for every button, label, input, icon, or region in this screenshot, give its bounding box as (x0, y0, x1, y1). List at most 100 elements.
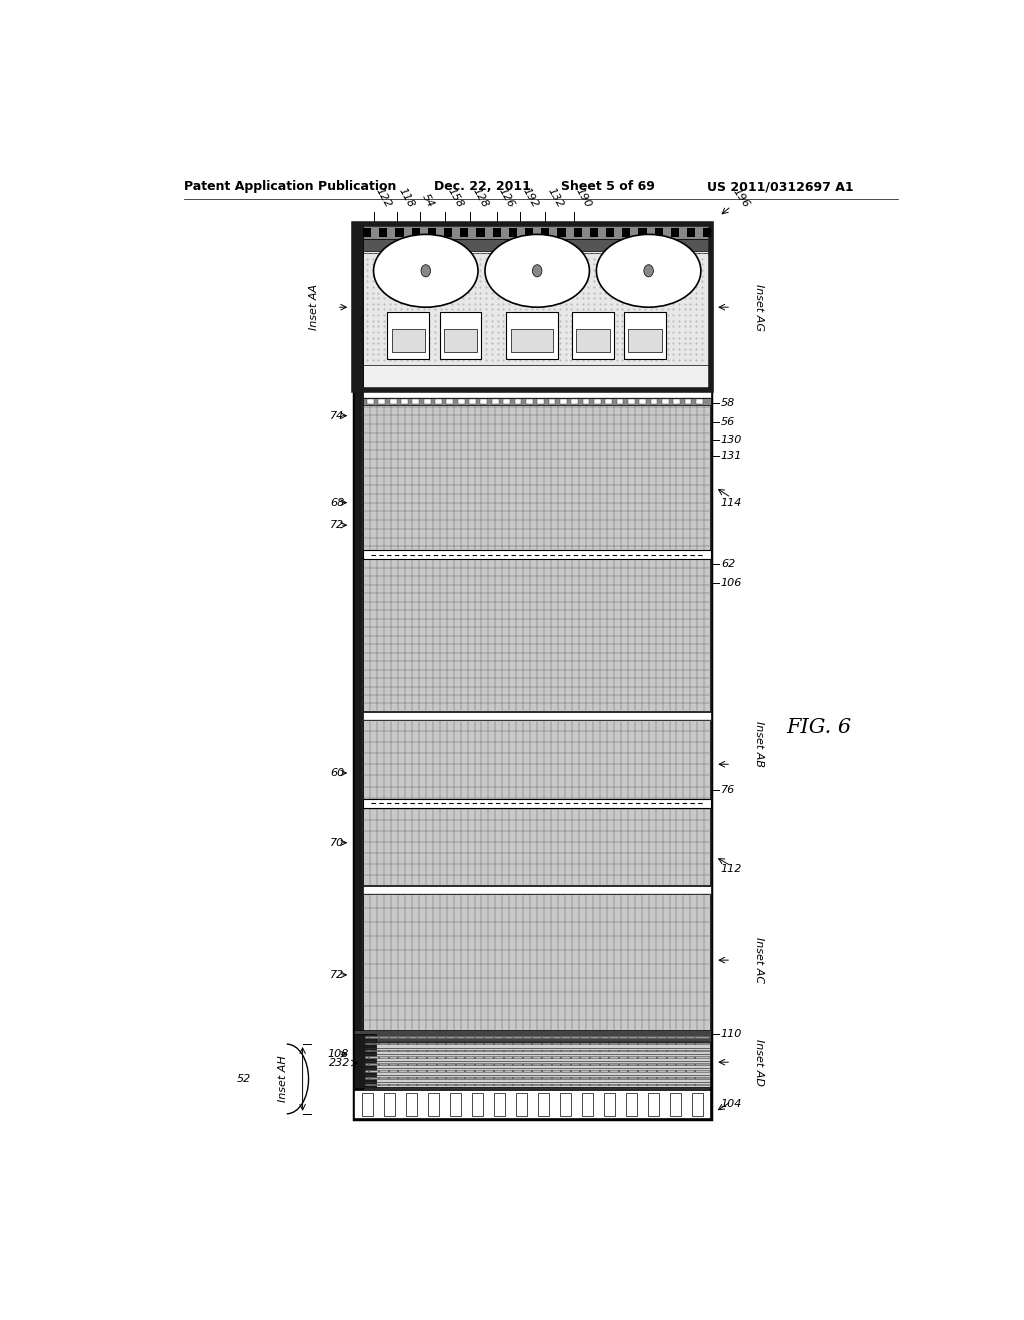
Bar (671, 228, 679, 238)
Bar (366, 1043, 709, 1044)
Bar (390, 399, 396, 404)
Bar (509, 228, 517, 238)
Ellipse shape (374, 235, 478, 308)
Bar (364, 719, 712, 886)
Bar (366, 1049, 709, 1051)
Bar (639, 399, 646, 404)
Bar (446, 399, 454, 404)
Text: 72: 72 (331, 520, 345, 531)
Bar (364, 399, 712, 554)
Text: 72: 72 (331, 970, 345, 979)
Bar (364, 389, 712, 399)
Bar (366, 1077, 709, 1078)
Bar (623, 228, 631, 238)
Circle shape (644, 265, 653, 277)
Bar (516, 1093, 527, 1115)
Bar (366, 1036, 709, 1038)
Bar (364, 560, 712, 711)
Bar (629, 329, 662, 352)
Bar (560, 1093, 571, 1115)
Bar (549, 399, 555, 404)
Bar (354, 224, 364, 1119)
Text: Dec. 22, 2011: Dec. 22, 2011 (433, 181, 530, 193)
Bar (366, 1084, 709, 1085)
Bar (687, 228, 695, 238)
Bar (703, 228, 712, 238)
Bar (379, 228, 387, 238)
Text: 104: 104 (721, 1098, 742, 1109)
Bar (671, 1093, 681, 1115)
Bar (480, 399, 487, 404)
Bar (364, 550, 712, 560)
Bar (605, 399, 612, 404)
Bar (628, 399, 635, 404)
Bar (364, 886, 712, 895)
Text: 58: 58 (721, 397, 735, 408)
Bar (648, 1093, 659, 1115)
Bar (428, 228, 436, 238)
Bar (539, 1093, 549, 1115)
Bar (590, 228, 598, 238)
Bar (571, 399, 578, 404)
Bar (407, 1093, 417, 1115)
Bar (674, 399, 680, 404)
Bar (583, 399, 590, 404)
Bar (428, 1093, 439, 1115)
Bar (354, 1034, 377, 1089)
Text: 128: 128 (470, 186, 489, 209)
Bar (627, 1093, 637, 1115)
Bar (560, 399, 566, 404)
Text: 52: 52 (237, 1074, 251, 1084)
Text: Inset AC: Inset AC (754, 937, 764, 983)
Bar (458, 399, 465, 404)
Bar (492, 399, 499, 404)
Bar (395, 228, 403, 238)
Bar (424, 399, 430, 404)
Bar (435, 399, 442, 404)
Bar (542, 228, 549, 238)
Text: Inset AA: Inset AA (309, 284, 319, 330)
Bar (583, 1093, 593, 1115)
Text: Inset AG: Inset AG (754, 284, 764, 331)
Text: 62: 62 (721, 558, 735, 569)
Bar (366, 1071, 709, 1072)
Bar (362, 1093, 373, 1115)
Bar (366, 1056, 709, 1059)
Bar (364, 252, 712, 366)
Ellipse shape (596, 235, 700, 308)
Bar (366, 1063, 709, 1065)
Text: 74: 74 (331, 411, 345, 421)
Bar (413, 399, 419, 404)
Bar (692, 1093, 703, 1115)
Text: US 2011/0312697 A1: US 2011/0312697 A1 (708, 181, 854, 193)
Bar (460, 228, 468, 238)
Bar (650, 399, 657, 404)
Bar (594, 399, 601, 404)
Bar (625, 313, 666, 359)
Bar (573, 228, 582, 238)
Text: 158: 158 (445, 186, 465, 209)
Text: Inset AH: Inset AH (278, 1056, 288, 1102)
Bar (364, 399, 712, 405)
Text: 232: 232 (329, 1059, 350, 1068)
Bar (526, 399, 532, 404)
Text: 114: 114 (721, 498, 742, 508)
Text: 60: 60 (331, 768, 345, 777)
Bar (654, 228, 663, 238)
Text: 106: 106 (721, 578, 742, 589)
Bar (472, 1093, 483, 1115)
Bar (495, 1093, 505, 1115)
Bar (364, 895, 712, 1034)
Text: 126: 126 (497, 186, 516, 209)
Bar (444, 228, 453, 238)
Bar (364, 224, 712, 239)
Text: Sheet 5 of 69: Sheet 5 of 69 (560, 181, 654, 193)
Bar (412, 228, 420, 238)
Bar (387, 313, 429, 359)
Bar (364, 1034, 712, 1089)
Text: 76: 76 (721, 785, 735, 796)
Bar (525, 228, 534, 238)
Bar (364, 228, 372, 238)
Bar (538, 399, 544, 404)
Text: 112: 112 (721, 863, 742, 874)
